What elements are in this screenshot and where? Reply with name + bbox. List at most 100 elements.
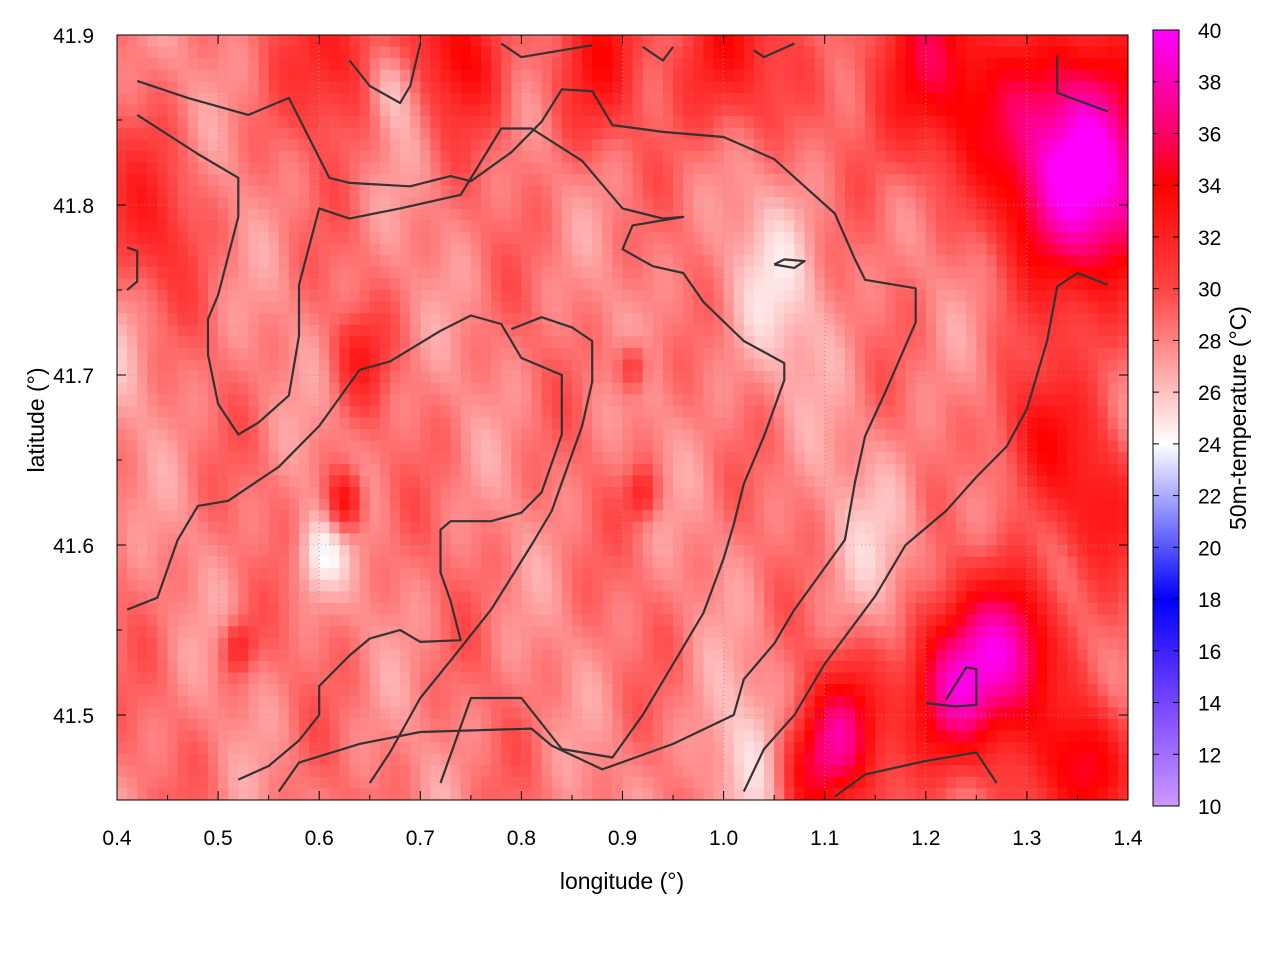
heatmap-cell — [875, 405, 886, 419]
heatmap-cell — [207, 139, 219, 152]
heatmap-cell — [753, 185, 765, 198]
heatmap-cell — [117, 510, 128, 523]
heatmap-cell — [804, 255, 816, 268]
heatmap-cell — [521, 46, 533, 59]
heatmap-cell — [1107, 417, 1119, 430]
heatmap-cell — [309, 579, 320, 592]
heatmap-cell — [460, 602, 472, 616]
heatmap-cell — [703, 197, 715, 210]
heatmap-cell — [1097, 127, 1109, 140]
heatmap-cell — [915, 521, 927, 535]
heatmap-cell — [339, 150, 351, 164]
heatmap-cell — [248, 533, 260, 546]
heatmap-cell — [855, 405, 866, 419]
heatmap-cell — [207, 232, 219, 245]
heatmap-cell — [723, 545, 735, 558]
heatmap-cell — [389, 498, 401, 511]
heatmap-cell — [855, 347, 866, 361]
heatmap-cell — [986, 127, 998, 140]
heatmap-cell — [389, 69, 401, 82]
heatmap-cell — [470, 278, 482, 291]
heatmap-cell — [167, 81, 179, 94]
heatmap-cell — [531, 197, 543, 210]
heatmap-cell — [743, 266, 755, 280]
heatmap-cell — [207, 208, 219, 222]
heatmap-cell — [834, 185, 846, 198]
heatmap-cell — [531, 127, 543, 140]
heatmap-cell — [167, 162, 179, 175]
heatmap-cell — [642, 475, 654, 488]
heatmap-cell — [885, 35, 897, 48]
heatmap-cell — [278, 139, 290, 152]
heatmap-cell — [612, 359, 624, 372]
heatmap-cell — [420, 336, 432, 349]
heatmap-cell — [278, 498, 290, 511]
heatmap-cell — [905, 185, 917, 198]
heatmap-cell — [733, 440, 745, 453]
heatmap-cell — [834, 116, 846, 129]
heatmap-cell — [642, 116, 654, 129]
heatmap-cell — [288, 510, 300, 523]
heatmap-cell — [470, 510, 482, 523]
heatmap-cell — [1026, 463, 1038, 477]
heatmap-cell — [915, 162, 927, 175]
heatmap-cell — [784, 498, 795, 511]
heatmap-cell — [925, 127, 937, 140]
heatmap-cell — [885, 336, 897, 349]
heatmap-cell — [218, 556, 229, 569]
heatmap-cell — [531, 591, 543, 604]
heatmap-cell — [733, 313, 745, 326]
heatmap-cell — [1057, 46, 1068, 59]
heatmap-cell — [1067, 162, 1079, 175]
heatmap-cell — [349, 347, 361, 361]
heatmap-cell — [207, 475, 219, 488]
heatmap-cell — [885, 533, 897, 546]
heatmap-cell — [986, 510, 998, 523]
heatmap-cell — [268, 185, 280, 198]
heatmap-cell — [592, 591, 603, 604]
heatmap-cell — [1016, 174, 1028, 187]
heatmap-cell — [319, 521, 330, 535]
heatmap-cell — [743, 46, 755, 59]
heatmap-cell — [1067, 417, 1079, 430]
heatmap-cell — [491, 162, 502, 175]
heatmap-cell — [531, 452, 543, 465]
heatmap-cell — [561, 498, 573, 511]
heatmap-cell — [875, 498, 886, 511]
heatmap-cell — [683, 139, 694, 152]
heatmap-cell — [814, 579, 826, 592]
heatmap-cell — [389, 243, 401, 256]
heatmap-cell — [218, 255, 229, 268]
heatmap-cell — [582, 405, 593, 419]
heatmap-cell — [723, 104, 735, 117]
heatmap-cell — [683, 417, 694, 430]
heatmap-cell — [764, 475, 775, 488]
heatmap-cell — [561, 46, 573, 59]
heatmap-cell — [309, 359, 320, 372]
heatmap-cell — [1037, 301, 1048, 314]
heatmap-cell — [207, 602, 219, 616]
heatmap-cell — [561, 301, 573, 314]
heatmap-cell — [531, 475, 543, 488]
heatmap-cell — [491, 278, 502, 291]
heatmap-cell — [915, 371, 927, 384]
heatmap-cell — [662, 579, 674, 592]
heatmap-cell — [218, 568, 229, 581]
heatmap-cell — [531, 278, 543, 291]
heatmap-cell — [1026, 255, 1038, 268]
heatmap-cell — [571, 92, 583, 106]
heatmap-cell — [592, 243, 603, 256]
heatmap-cell — [157, 278, 169, 291]
heatmap-cell — [1087, 336, 1099, 349]
heatmap-cell — [784, 371, 795, 384]
heatmap-cell — [946, 174, 957, 187]
heatmap-cell — [996, 359, 1008, 372]
heatmap-cell — [1067, 336, 1079, 349]
heatmap-cell — [1067, 591, 1079, 604]
heatmap-cell — [420, 556, 432, 569]
heatmap-cell — [986, 533, 998, 546]
heatmap-cell — [905, 602, 917, 616]
heatmap-cell — [804, 139, 816, 152]
heatmap-cell — [673, 116, 684, 129]
heatmap-cell — [804, 429, 816, 442]
